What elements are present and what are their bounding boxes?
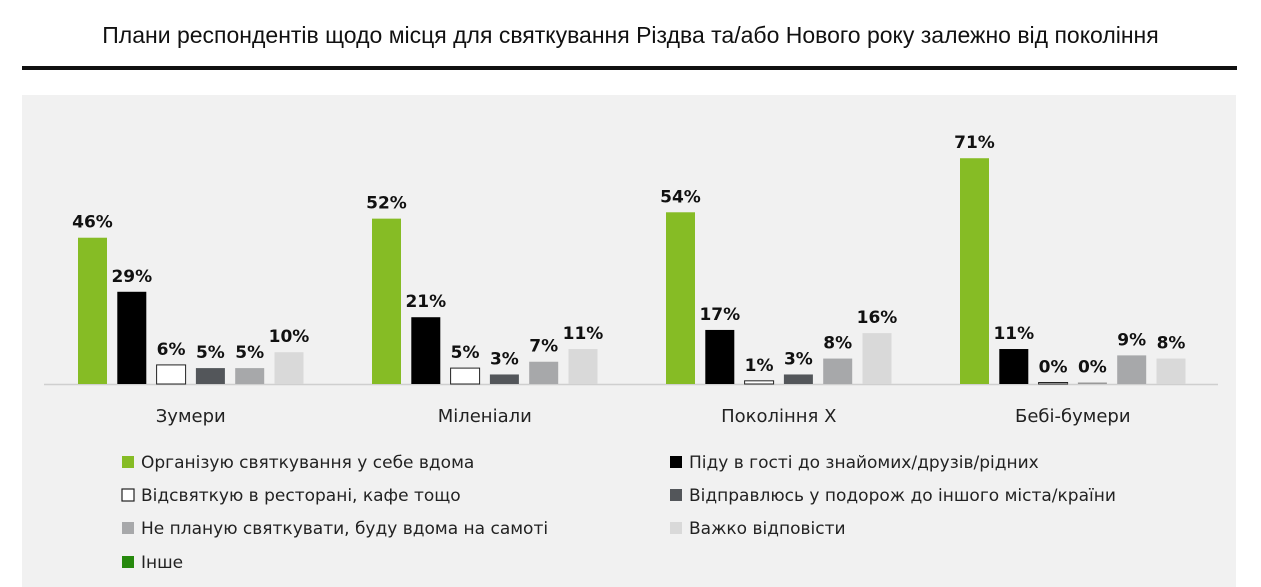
data-label: 7% bbox=[529, 337, 558, 357]
data-label: 17% bbox=[699, 305, 740, 325]
bar-2-3 bbox=[450, 367, 481, 385]
legend-swatch bbox=[122, 456, 134, 468]
legend-swatch bbox=[121, 488, 135, 502]
bar-2-4 bbox=[489, 374, 519, 384]
data-label: 11% bbox=[993, 324, 1034, 344]
legend-swatch bbox=[670, 522, 682, 534]
bar-2-5 bbox=[529, 361, 559, 384]
legend-label: Інше bbox=[141, 553, 183, 573]
bar-2-2 bbox=[411, 317, 441, 384]
bar-3-2 bbox=[705, 329, 735, 384]
category-label: Покоління Х bbox=[721, 406, 836, 427]
bar-4-2 bbox=[999, 349, 1029, 384]
data-label: 5% bbox=[235, 343, 264, 363]
data-label: 8% bbox=[823, 334, 852, 354]
legend-label: Піду в гості до знайомих/друзів/рідних bbox=[689, 453, 1039, 473]
bar-1-6 bbox=[274, 352, 304, 384]
bar-1-2 bbox=[117, 291, 147, 384]
bar-2-1 bbox=[372, 218, 401, 384]
bar-2-6 bbox=[568, 349, 598, 384]
data-label: 0% bbox=[1078, 358, 1107, 378]
legend-label: Відправлюсь у подорож до іншого міста/кр… bbox=[689, 486, 1116, 506]
data-label: 5% bbox=[451, 343, 480, 363]
bar-1-4 bbox=[195, 368, 225, 384]
data-label: 21% bbox=[405, 292, 446, 312]
data-label: 71% bbox=[954, 133, 995, 153]
bar-4-6 bbox=[1156, 358, 1186, 384]
bar-4-1 bbox=[960, 158, 989, 384]
data-label: 16% bbox=[857, 308, 898, 328]
bar-1-1 bbox=[78, 237, 107, 384]
bar-4-3 bbox=[1038, 382, 1069, 385]
bar-3-6 bbox=[862, 333, 892, 384]
bar-3-4 bbox=[783, 374, 813, 384]
bar-1-5 bbox=[235, 368, 265, 384]
legend-label: Важко відповісти bbox=[689, 519, 846, 539]
data-label: 9% bbox=[1117, 330, 1146, 350]
category-label: Бебі-бумери bbox=[1015, 406, 1131, 427]
bar-4-4 bbox=[1077, 382, 1107, 384]
data-label: 8% bbox=[1157, 334, 1186, 354]
chart-panel bbox=[22, 95, 1236, 587]
data-label: 54% bbox=[660, 187, 701, 207]
data-label: 52% bbox=[366, 194, 407, 214]
data-label: 11% bbox=[563, 324, 604, 344]
legend-label: Відсвяткую в ресторані, кафе тощо bbox=[141, 486, 461, 506]
data-label: 1% bbox=[745, 356, 774, 376]
data-label: 6% bbox=[157, 340, 186, 360]
data-label: 5% bbox=[196, 343, 225, 363]
bar-3-1 bbox=[666, 212, 695, 384]
legend-label: Не планую святкувати, буду вдома на само… bbox=[141, 519, 548, 539]
data-label: 0% bbox=[1039, 358, 1068, 378]
category-label: Зумери bbox=[156, 406, 226, 427]
bar-4-5 bbox=[1117, 355, 1147, 384]
data-label: 3% bbox=[784, 349, 813, 369]
legend-swatch bbox=[670, 456, 682, 468]
bar-3-5 bbox=[823, 358, 853, 384]
bar-1-3 bbox=[156, 364, 187, 385]
data-label: 10% bbox=[269, 327, 310, 347]
data-label: 3% bbox=[490, 349, 519, 369]
title-rule bbox=[22, 66, 1237, 70]
data-label: 46% bbox=[72, 213, 113, 233]
bar-3-3 bbox=[744, 380, 775, 385]
category-label: Міленіали bbox=[438, 406, 532, 427]
legend-swatch bbox=[122, 522, 134, 534]
legend-swatch bbox=[122, 556, 134, 568]
chart-title: Плани респондентів щодо місця для святку… bbox=[102, 22, 1159, 48]
data-label: 29% bbox=[111, 267, 152, 287]
legend-label: Організую святкування у себе вдома bbox=[141, 453, 474, 473]
legend-swatch bbox=[670, 489, 682, 501]
